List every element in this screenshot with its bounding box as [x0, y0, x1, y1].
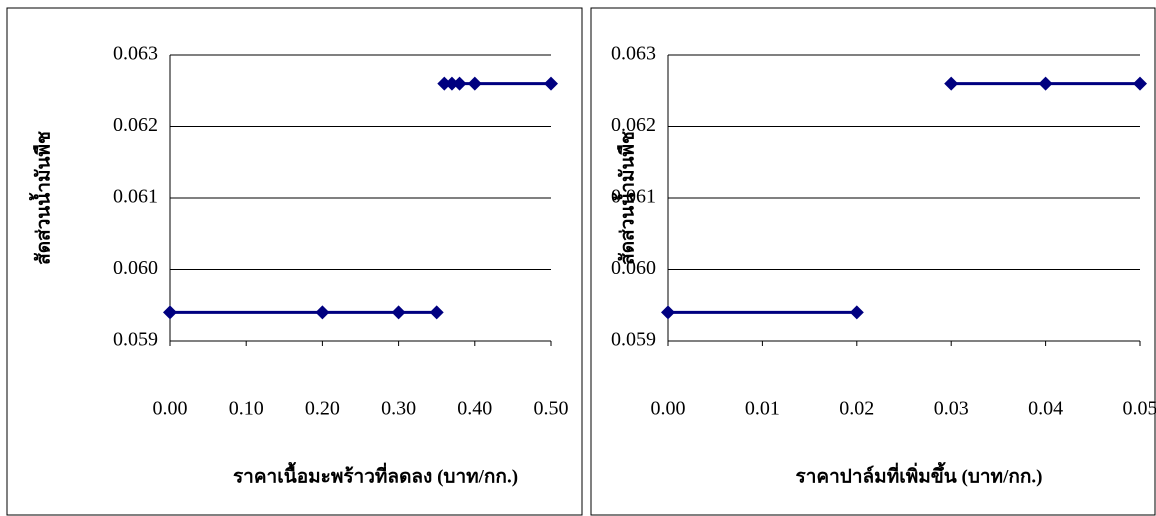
marker: [430, 305, 444, 319]
y-tick-label: 0.062: [113, 114, 158, 136]
marker: [1133, 77, 1147, 91]
x-tick-label: 0.05: [1123, 398, 1156, 420]
y-tick-label: 0.060: [113, 257, 158, 279]
x-tick-label: 0.00: [651, 398, 686, 420]
x-tick-label: 0.30: [381, 398, 416, 420]
y-tick-label: 0.063: [611, 43, 656, 65]
x-tick-label: 0.40: [457, 398, 492, 420]
y-tick-label: 0.063: [113, 43, 158, 65]
marker: [1039, 77, 1053, 91]
y-tick-label: 0.061: [113, 186, 158, 208]
x-tick-label: 0.03: [934, 398, 969, 420]
marker: [544, 77, 558, 91]
marker: [661, 305, 675, 319]
x-axis-title: ราคาเนื้อมะพร้าวที่ลดลง (บาท/กก.): [233, 461, 518, 487]
marker: [163, 305, 177, 319]
charts: 0.059 0.060 0.061 0.062 0.063 0.00 0.10 0.20 0.3…: [0, 0, 1156, 516]
x-tick-label: 0.04: [1028, 398, 1063, 420]
marker: [468, 77, 482, 91]
y-tick-label: 0.059: [113, 329, 158, 351]
marker: [850, 305, 864, 319]
x-tick-label: 0.00: [153, 398, 188, 420]
x-tick-label: 0.20: [305, 398, 340, 420]
x-tick-label: 0.50: [534, 398, 569, 420]
marker: [315, 305, 329, 319]
marker: [392, 305, 406, 319]
y-tick-label: 0.059: [611, 329, 656, 351]
y-axis-title: สัดส่วนน้ำมันพืช: [28, 131, 54, 265]
x-tick-label: 0.02: [839, 398, 874, 420]
marker: [944, 77, 958, 91]
x-tick-label: 0.10: [229, 398, 264, 420]
marker: [453, 77, 467, 91]
x-tick-label: 0.01: [745, 398, 780, 420]
x-axis-title: ราคาปาล์มที่เพิ่มขึ้น (บาท/กก.): [796, 461, 1043, 487]
